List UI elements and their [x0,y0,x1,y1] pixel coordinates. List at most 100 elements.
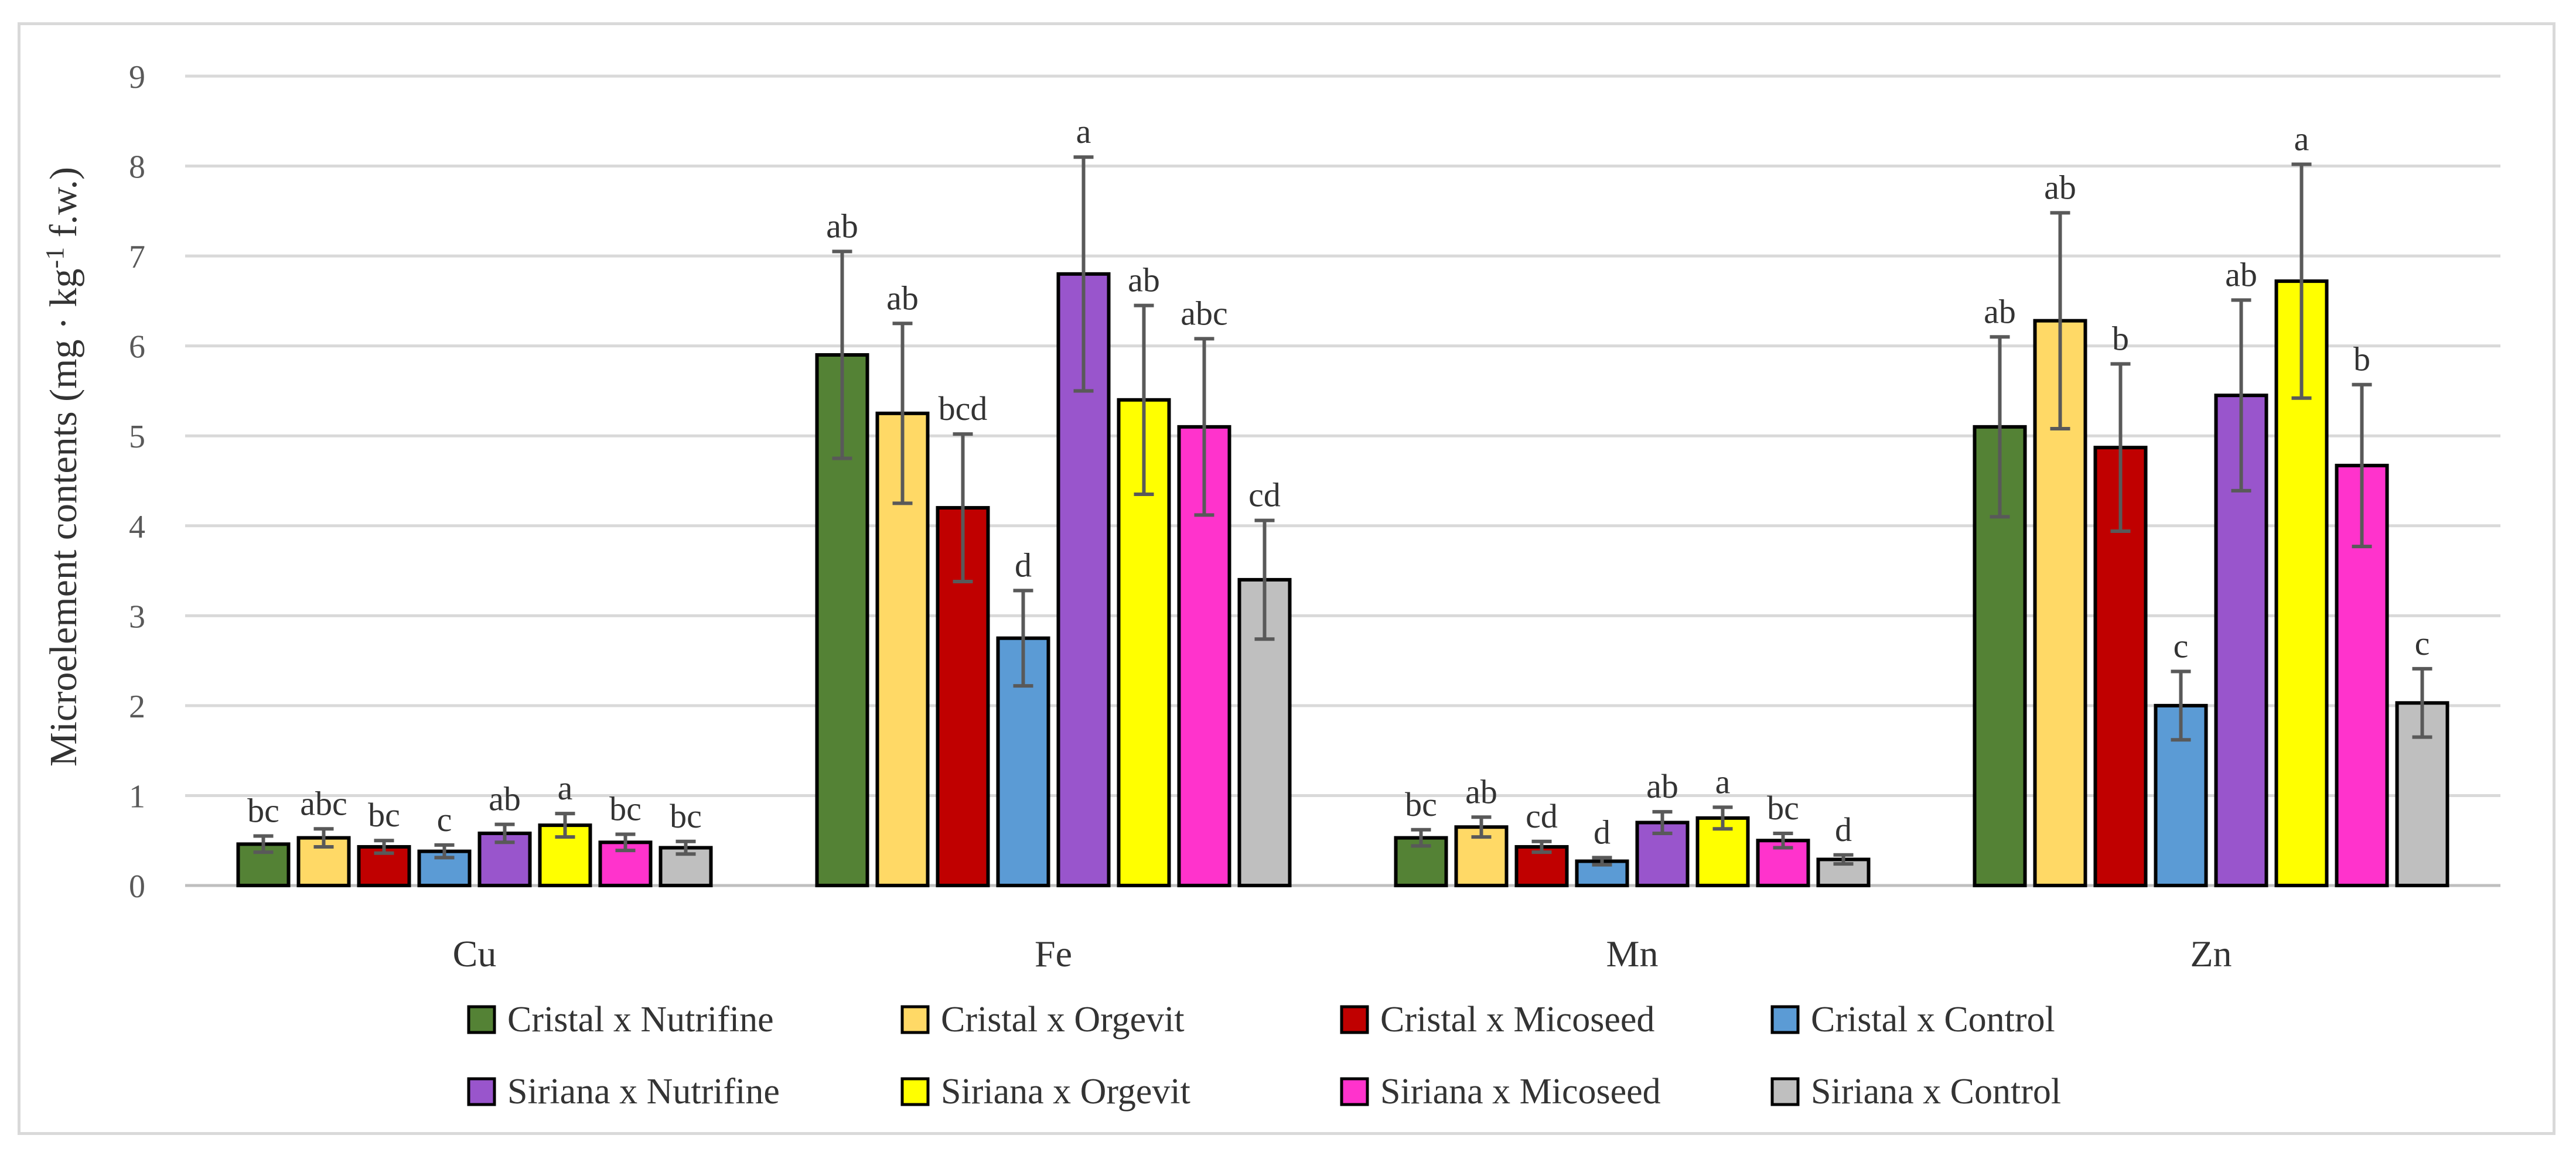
error-bar [2171,669,2191,742]
significance-letter: ab [1646,767,1678,805]
error-bar [2352,382,2372,549]
significance-letter: d [1594,813,1611,851]
legend-label: Cristal x Nutrifine [507,1000,774,1040]
significance-letter: a [2294,119,2309,158]
error-bar [1990,335,2010,519]
error-bar [615,832,636,853]
error-bar [1194,337,1214,517]
significance-letter: c [2174,627,2189,665]
error-bar [494,822,515,845]
error-bar [2231,298,2251,493]
significance-letter: d [1835,811,1852,849]
legend-label: Cristal x Control [1811,1000,2055,1040]
x-category-label: Mn [1606,933,1659,975]
legend: Cristal x Nutrifine Cristal x Orgevit Cris… [467,1000,2061,1112]
error-bar [1773,831,1793,850]
error-bar [1013,589,1033,688]
y-axis-title-suffix: f.w.) [42,167,85,247]
significance-letter: cd [1526,797,1558,835]
error-bar [1592,856,1612,867]
error-bar [2412,666,2432,739]
y-tick-label: 4 [129,509,145,545]
significance-letter: ab [826,207,858,245]
x-category-label: Cu [453,933,497,975]
error-bar [1471,815,1492,839]
bar [2335,463,2389,887]
legend-swatch [1340,1077,1369,1106]
significance-letter: bc [670,797,702,835]
y-axis-title: Microelement contents (mg · kg-1 f.w.) [40,167,85,767]
x-category-label: Zn [2190,933,2232,975]
error-bar [1411,828,1431,848]
legend-item: Cristal x Micoseed [1340,1000,1654,1040]
legend-label: Siriana x Orgevit [941,1072,1190,1112]
legend-item: Cristal x Orgevit [900,1000,1185,1040]
y-tick-label: 8 [129,149,145,186]
y-axis-ticks: 0 1 2 3 4 5 6 7 8 9 [129,59,145,905]
error-bar [1652,810,1673,835]
y-tick-label: 0 [129,869,145,905]
y-tick-label: 1 [129,778,145,815]
legend-swatch [1340,1005,1369,1034]
x-axis-categories: Cu Fe Mn Zn [453,933,2232,975]
error-bar [2110,362,2131,533]
legend-label: Siriana x Micoseed [1380,1072,1661,1112]
significance-letter: bc [247,792,279,830]
error-bar [1073,155,1094,393]
legend-item: Siriana x Micoseed [1340,1072,1661,1112]
error-bar [2291,162,2312,400]
error-bar [1134,303,1154,497]
y-tick-label: 3 [129,599,145,635]
error-bars [253,155,2432,867]
legend-item: Siriana x Control [1770,1072,2061,1112]
legend-item: Siriana x Orgevit [900,1072,1190,1112]
significance-letter: a [1715,763,1731,801]
significance-letter: ab [1984,292,2016,330]
significance-letter: c [437,801,452,839]
legend-swatch [900,1005,930,1034]
legend-swatch [1770,1077,1800,1106]
error-bar [1254,518,1275,641]
error-bar [434,843,455,860]
x-category-label: Fe [1035,933,1072,975]
significance-letter: bcd [939,389,988,428]
error-bar [1833,853,1854,866]
legend-item: Cristal x Control [1770,1000,2055,1040]
y-tick-label: 9 [129,59,145,95]
error-bar [832,249,852,460]
significance-letter: bc [1767,789,1799,827]
significance-letter: ab [489,780,521,818]
significance-letter: b [2112,319,2129,357]
gridlines [185,74,2500,887]
significance-letter: ab [886,279,919,317]
bar [815,353,869,887]
significance-letter: d [1015,546,1032,584]
y-tick-label: 7 [129,239,145,275]
error-bar [374,839,394,855]
significance-letter: bc [1405,785,1437,823]
error-bar [1531,839,1552,854]
legend-label: Cristal x Orgevit [941,1000,1185,1040]
error-bar [675,839,696,856]
y-tick-label: 5 [129,419,145,455]
legend-swatch [467,1077,496,1106]
significance-letter: a [558,769,573,807]
significance-letter: ab [1465,772,1497,811]
y-tick-label: 6 [129,329,145,365]
legend-swatch [900,1077,930,1106]
y-axis-title-superscript: -1 [40,247,69,269]
y-axis-title-main: Microelement contents (mg · kg [42,269,85,767]
legend-item: Cristal x Nutrifine [467,1000,774,1040]
significance-letter: bc [609,789,642,828]
significance-letter: abc [300,784,347,822]
legend-item: Siriana x Nutrifine [467,1072,780,1112]
legend-label: Siriana x Control [1811,1072,2061,1112]
significance-letter: ab [2044,168,2076,206]
error-bar [313,827,334,849]
significance-letter: a [1076,112,1091,151]
error-bar [1712,805,1733,831]
legend-label: Siriana x Nutrifine [507,1072,780,1112]
bar [598,840,653,887]
